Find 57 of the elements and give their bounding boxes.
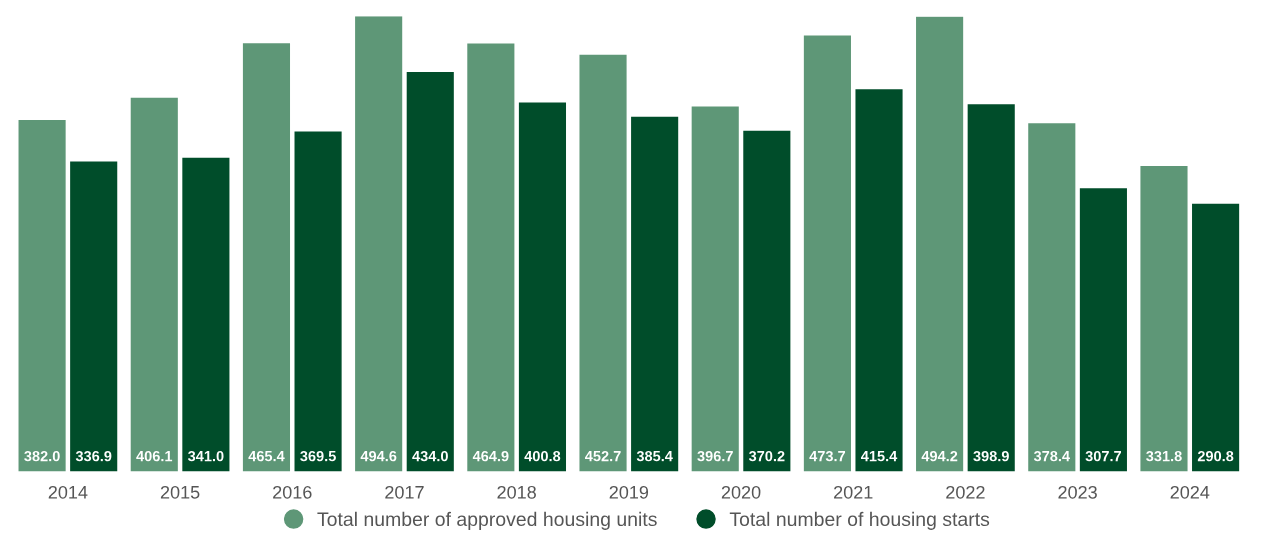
data-label: 341.0 [187,450,224,462]
bar [355,16,403,472]
bar [518,102,567,472]
bar [1192,203,1240,472]
data-label: 370.2 [748,450,785,462]
bar [803,35,851,472]
data-label: 434.0 [412,450,448,462]
bar [1079,188,1127,472]
x-tick-label: 2015 [160,485,200,499]
bar [579,54,627,472]
bar [130,97,178,472]
bar [967,104,1015,472]
data-label: 290.8 [1197,450,1234,462]
bar [182,157,230,472]
data-label: 307.7 [1085,450,1122,462]
bar [70,161,118,472]
data-label: 396.7 [697,450,733,462]
bar [1140,166,1188,472]
data-label: 369.5 [300,450,336,462]
data-label: 415.4 [861,451,898,462]
bar [294,131,342,472]
data-label: 406.1 [136,450,173,462]
bar [691,106,739,472]
bar [242,43,291,472]
data-label: 452.7 [585,450,621,462]
data-label: 382.0 [24,450,60,462]
x-tick-label: 2014 [48,485,88,499]
x-tick-label: 2017 [385,485,424,499]
bar [631,116,679,472]
data-label: 398.9 [973,450,1009,462]
data-label: 473.7 [809,450,846,462]
data-label: 385.4 [636,450,673,462]
bar [18,119,66,472]
x-tick-label: 2016 [273,485,312,499]
x-tick-label: 2021 [834,485,873,499]
data-label: 378.4 [1033,450,1070,462]
bar [406,72,454,472]
bar [467,43,515,472]
legend-label: Total number of approved housing units [317,511,657,530]
bar [1028,123,1076,472]
data-label: 336.9 [75,450,112,462]
data-label: 400.8 [524,450,561,462]
x-tick-label: 2019 [609,485,649,499]
data-label: 331.8 [1146,450,1182,462]
bar [743,130,791,472]
data-label: 465.4 [248,450,285,462]
data-label: 494.2 [921,450,958,462]
x-tick-label: 2023 [1058,485,1097,499]
bar [916,16,964,472]
data-label: 494.6 [360,450,397,462]
data-label: 464.9 [472,450,509,462]
x-tick-label: 2020 [721,485,761,499]
x-tick-label: 2022 [946,485,985,499]
x-tick-label: 2018 [497,485,536,499]
bar [855,89,903,472]
legend-label: Total number of housing starts [729,511,990,530]
x-tick-label: 2024 [1170,485,1210,499]
